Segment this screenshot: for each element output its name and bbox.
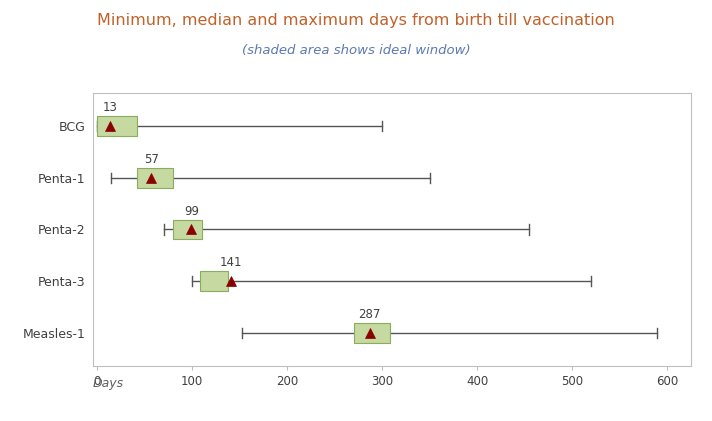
Text: Minimum, median and maximum days from birth till vaccination: Minimum, median and maximum days from bi…: [97, 13, 615, 28]
Text: Days: Days: [93, 377, 124, 389]
Bar: [354, 323, 389, 343]
Text: 287: 287: [359, 308, 381, 321]
Text: 99: 99: [184, 205, 199, 218]
Text: 141: 141: [220, 256, 242, 269]
Bar: [137, 168, 173, 188]
Bar: [173, 220, 201, 239]
Bar: [200, 271, 229, 291]
Text: 13: 13: [103, 101, 117, 115]
Bar: [98, 116, 137, 136]
Text: (shaded area shows ideal window): (shaded area shows ideal window): [241, 44, 471, 57]
Text: 57: 57: [144, 153, 159, 166]
